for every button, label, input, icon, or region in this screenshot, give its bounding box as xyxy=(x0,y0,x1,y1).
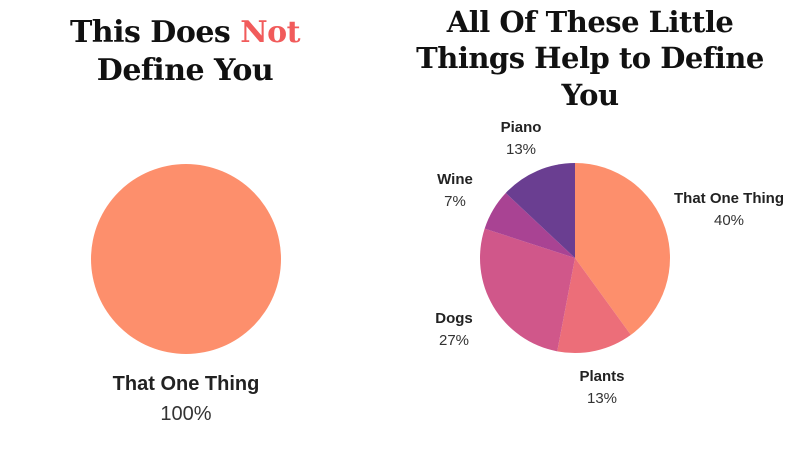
title-accent-word: Not xyxy=(240,15,301,50)
right-chart-title: All Of These Little Things Help to Defin… xyxy=(416,5,764,112)
pie-slice-wine xyxy=(484,192,575,258)
slice-label-percent: 40% xyxy=(714,212,744,229)
slice-label-that-one-thing: That One Thing 100% xyxy=(113,373,260,425)
title-part-before: This Does xyxy=(69,15,241,50)
slice-label-name: Plants xyxy=(579,368,624,385)
pie-slice-that-one-thing xyxy=(91,164,281,354)
slice-label-name: Wine xyxy=(437,171,473,188)
slice-label-name: That One Thing xyxy=(113,373,260,395)
pie-slice-dogs xyxy=(480,228,575,352)
slice-label-percent: 27% xyxy=(439,332,469,349)
slice-label-wine: Wine 7% xyxy=(437,171,473,210)
slice-label-percent: 7% xyxy=(444,193,466,210)
slice-label-name: That One Thing xyxy=(674,190,784,207)
slice-label-name: Dogs xyxy=(435,310,473,327)
slice-label-dogs: Dogs 27% xyxy=(435,310,473,349)
pie-slice-plants xyxy=(557,258,631,353)
slice-label-percent: 13% xyxy=(506,141,536,158)
title-part-after: Define You xyxy=(96,52,274,88)
pie-slice-that-one-thing xyxy=(575,163,670,335)
left-pie-chart: That One Thing 100% xyxy=(91,164,281,425)
pie-slice-piano xyxy=(505,163,575,258)
slice-label-percent: 13% xyxy=(587,390,617,407)
slice-label-plants: Plants 13% xyxy=(579,368,624,407)
slice-label-name: Piano xyxy=(501,119,542,136)
slice-label-that-one-thing: That One Thing 40% xyxy=(674,190,784,229)
slice-label-piano: Piano 13% xyxy=(501,119,542,158)
slice-label-percent: 100% xyxy=(160,403,211,425)
left-chart-title: This Does Not Define You xyxy=(20,14,350,89)
